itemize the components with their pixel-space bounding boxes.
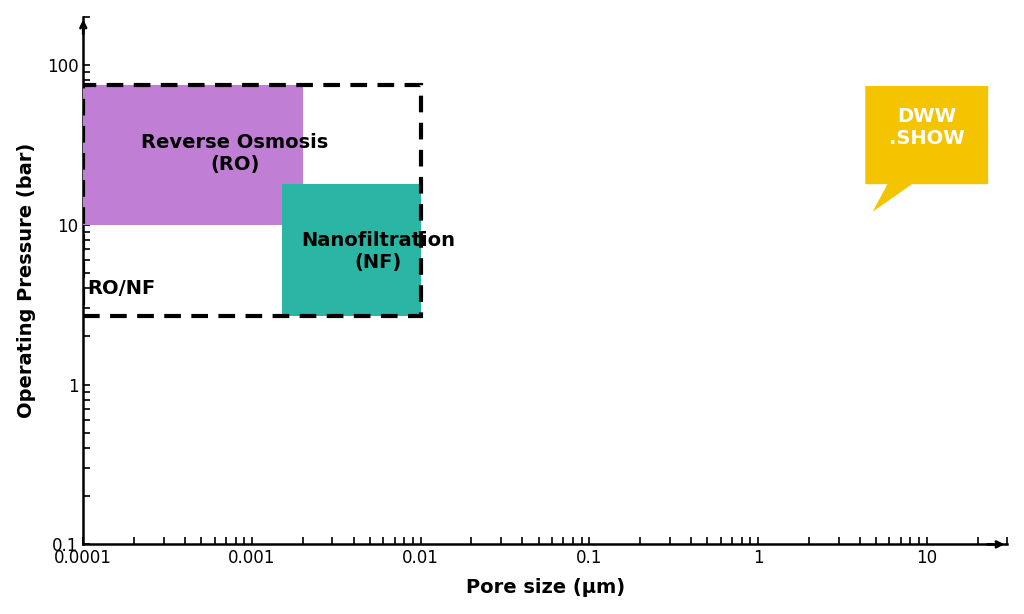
X-axis label: Pore size (μm): Pore size (μm) [466, 578, 625, 597]
Text: Reverse Osmosis
(RO): Reverse Osmosis (RO) [141, 133, 329, 174]
Bar [83, 85, 421, 316]
Bar [282, 184, 421, 316]
Bar [83, 85, 303, 225]
Polygon shape [865, 86, 988, 212]
Y-axis label: Operating Pressure (bar): Operating Pressure (bar) [16, 143, 36, 418]
Text: DWW
.SHOW: DWW .SHOW [889, 107, 965, 148]
Text: Nanofiltration
(NF): Nanofiltration (NF) [301, 231, 455, 272]
Text: RO/NF: RO/NF [87, 279, 155, 298]
